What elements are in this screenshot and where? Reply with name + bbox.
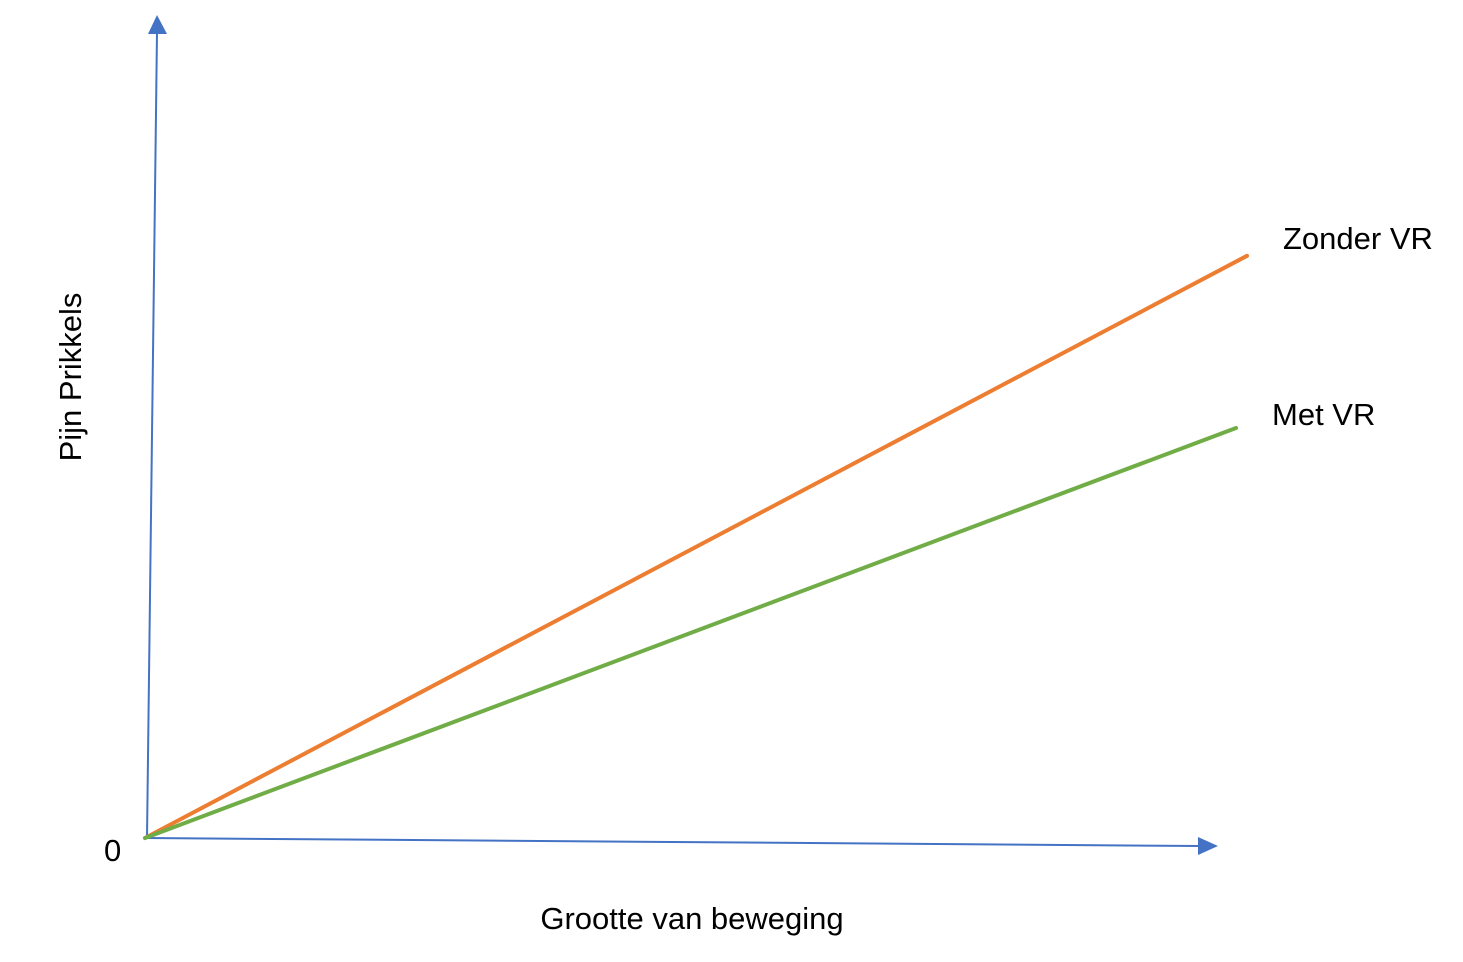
y-axis (146, 31, 158, 839)
y-axis-title: Pijn Prikkels (53, 293, 88, 462)
x-axis (144, 837, 1201, 847)
y-axis-arrowhead (148, 15, 167, 34)
series-line-zonder-vr (143, 253, 1249, 840)
series-label-zonder-vr: Zonder VR (1283, 221, 1433, 256)
x-axis-title: Grootte van beweging (540, 901, 843, 936)
series-line-met-vr (143, 426, 1238, 840)
x-axis-arrowhead (1198, 837, 1218, 855)
origin-label: 0 (104, 833, 121, 868)
series-label-met-vr: Met VR (1272, 397, 1375, 432)
